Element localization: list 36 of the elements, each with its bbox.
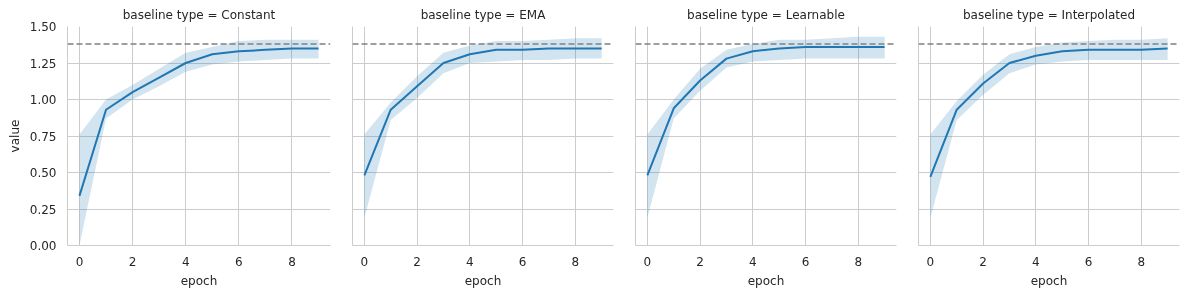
y-tick-label: 0.00 bbox=[29, 239, 57, 253]
x-tick-label: 0 bbox=[643, 254, 652, 269]
x-axis-title: epoch bbox=[464, 273, 502, 288]
x-tick-label: 8 bbox=[854, 254, 863, 269]
x-tick-label: 8 bbox=[288, 254, 296, 269]
y-tick-label: 0.75 bbox=[29, 129, 57, 144]
y-tick-label: 1.00 bbox=[29, 93, 57, 107]
x-tick-label: 4 bbox=[749, 254, 757, 269]
x-tick-label: 4 bbox=[1032, 254, 1040, 269]
x-axis-title: epoch bbox=[747, 273, 785, 288]
x-tick-label: 0 bbox=[926, 254, 935, 269]
x-tick-label: 6 bbox=[518, 254, 527, 269]
x-tick-label: 0 bbox=[75, 254, 84, 269]
x-tick-label: 4 bbox=[466, 254, 474, 269]
y-tick-label: 1.50 bbox=[29, 20, 57, 34]
x-tick-label: 4 bbox=[181, 254, 190, 269]
x-tick-label: 2 bbox=[979, 254, 987, 269]
x-tick-label: 8 bbox=[571, 254, 580, 269]
y-tick-label: 0.50 bbox=[29, 166, 57, 180]
x-axis-title: epoch bbox=[1030, 273, 1068, 288]
chart-title: baseline type = Learnable bbox=[687, 7, 845, 22]
chart-title: baseline type = Interpolated bbox=[962, 7, 1136, 22]
x-tick-label: 0 bbox=[360, 254, 369, 269]
x-tick-label: 6 bbox=[235, 254, 243, 269]
y-axis-title: value bbox=[7, 119, 22, 153]
x-tick-label: 6 bbox=[801, 254, 810, 269]
chart-title: baseline type = Constant bbox=[122, 7, 276, 22]
y-tick-label: 0.25 bbox=[29, 202, 57, 217]
chart-title: baseline type = EMA bbox=[420, 7, 547, 22]
x-tick-label: 2 bbox=[696, 254, 704, 269]
x-tick-label: 2 bbox=[413, 254, 421, 269]
x-tick-label: 2 bbox=[128, 254, 137, 269]
x-tick-label: 8 bbox=[1137, 254, 1146, 269]
x-tick-label: 6 bbox=[1084, 254, 1093, 269]
x-axis-title: epoch bbox=[180, 273, 218, 288]
y-tick-label: 1.25 bbox=[29, 56, 57, 71]
